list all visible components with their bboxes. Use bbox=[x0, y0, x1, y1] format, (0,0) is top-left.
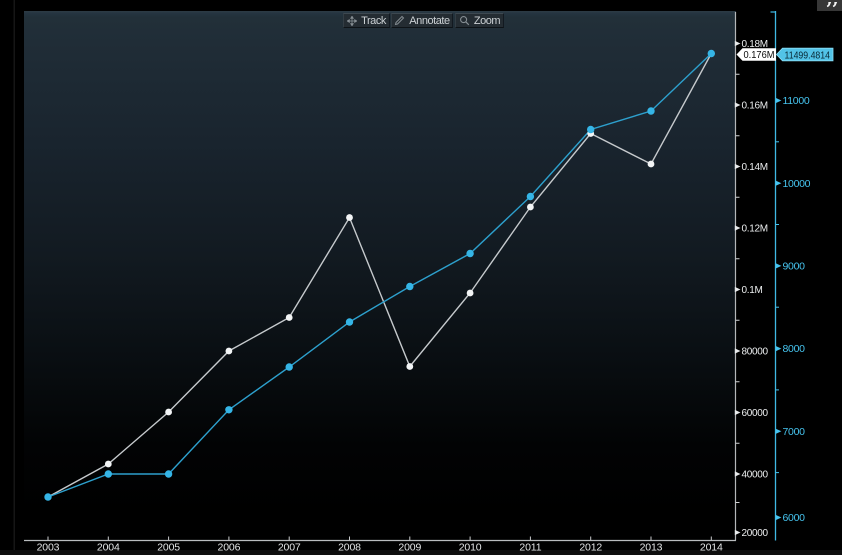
svg-text:40000: 40000 bbox=[742, 470, 769, 481]
svg-text:11000: 11000 bbox=[783, 95, 810, 107]
svg-text:60000: 60000 bbox=[742, 408, 769, 419]
svg-text:2010: 2010 bbox=[459, 542, 482, 554]
svg-text:8000: 8000 bbox=[783, 343, 806, 355]
svg-text:2004: 2004 bbox=[97, 542, 120, 554]
svg-text:20000: 20000 bbox=[742, 528, 769, 539]
svg-text:2008: 2008 bbox=[338, 542, 361, 554]
svg-text:11499.4814: 11499.4814 bbox=[785, 50, 831, 61]
svg-text:2006: 2006 bbox=[218, 542, 241, 554]
svg-text:2003: 2003 bbox=[37, 542, 60, 554]
svg-text:2009: 2009 bbox=[398, 542, 421, 554]
svg-text:10000: 10000 bbox=[783, 178, 811, 190]
svg-text:2007: 2007 bbox=[278, 542, 301, 554]
svg-text:7000: 7000 bbox=[783, 426, 806, 438]
svg-text:0.1M: 0.1M bbox=[742, 285, 763, 296]
svg-text:9000: 9000 bbox=[783, 261, 806, 273]
svg-text:2014: 2014 bbox=[700, 542, 723, 554]
svg-text:2005: 2005 bbox=[157, 542, 180, 554]
svg-text:80000: 80000 bbox=[742, 347, 769, 358]
svg-text:0.14M: 0.14M bbox=[742, 162, 768, 173]
svg-text:0.176M: 0.176M bbox=[744, 50, 775, 61]
svg-text:6000: 6000 bbox=[783, 512, 806, 524]
svg-text:0.18M: 0.18M bbox=[742, 39, 768, 50]
svg-text:0.16M: 0.16M bbox=[742, 101, 768, 112]
svg-text:2011: 2011 bbox=[519, 542, 541, 554]
svg-text:2013: 2013 bbox=[640, 542, 663, 554]
svg-text:0.12M: 0.12M bbox=[742, 224, 768, 235]
svg-text:2012: 2012 bbox=[579, 542, 602, 554]
